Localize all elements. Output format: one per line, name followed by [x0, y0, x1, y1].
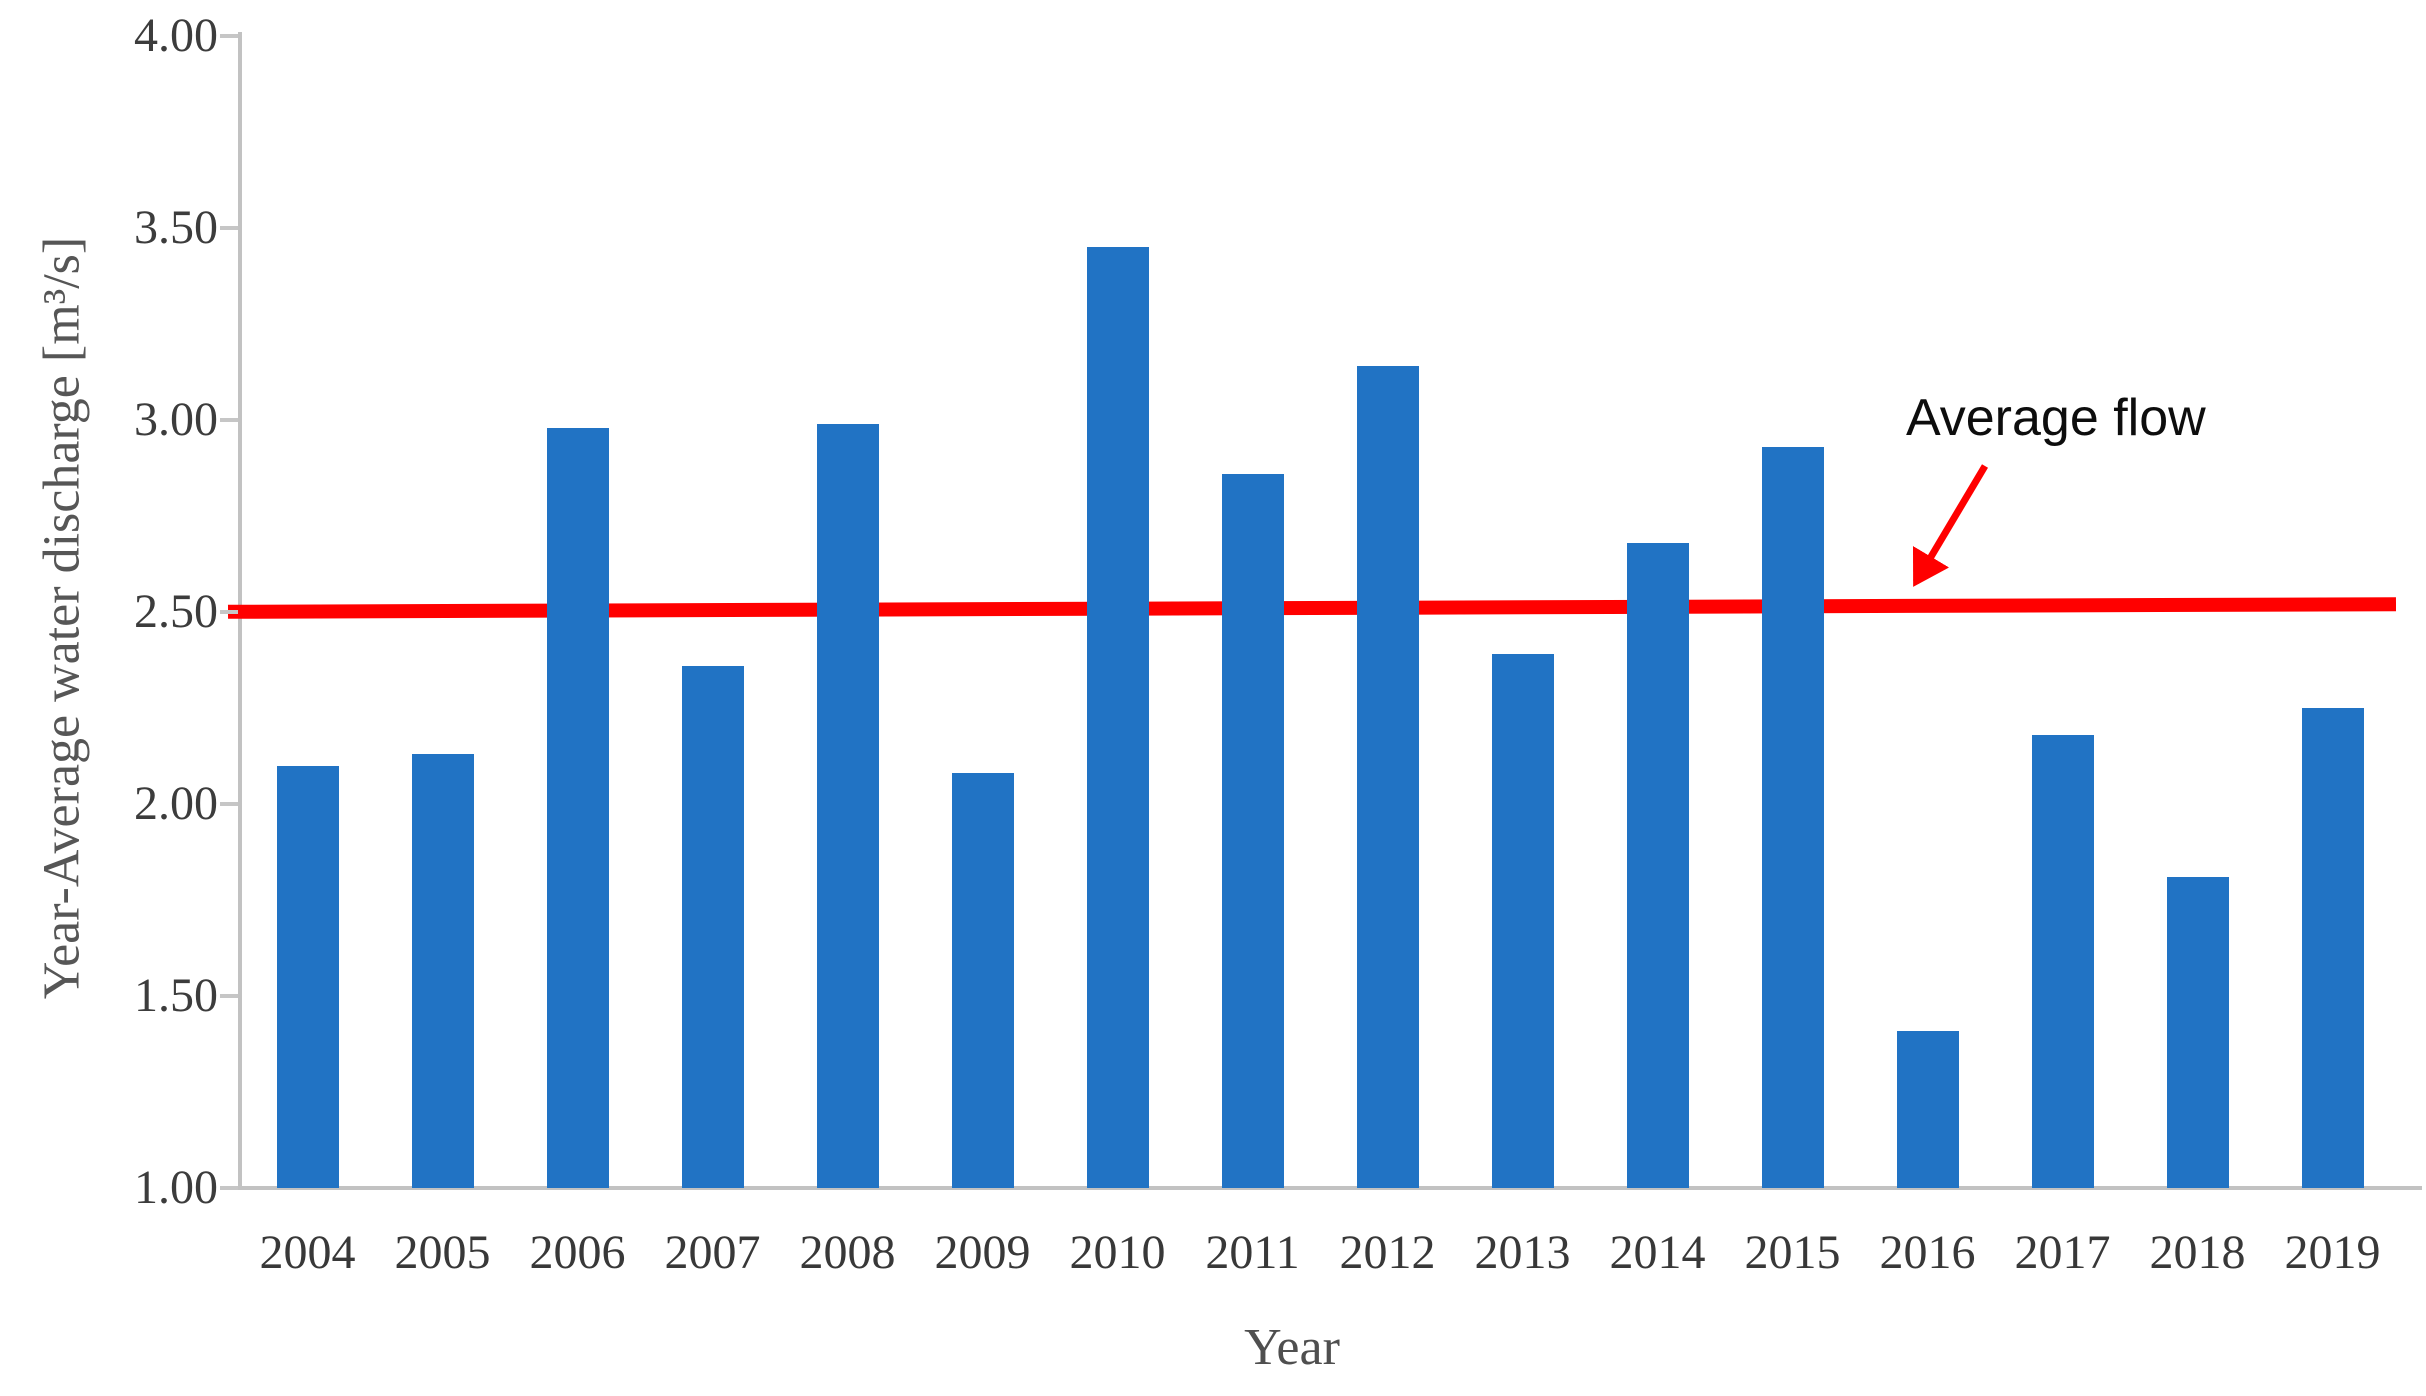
y-tick-label: 3.50: [134, 201, 218, 254]
x-tick-label: 2008: [799, 1226, 896, 1279]
y-tick-label: 2.50: [134, 585, 218, 638]
x-tick-label: 2004: [259, 1226, 356, 1279]
bar-2010: [1086, 247, 1149, 1188]
bar-2019: [2301, 708, 2364, 1188]
y-tick-mark: [220, 418, 238, 422]
x-axis-title: Year: [1244, 1319, 1340, 1376]
bar-2011: [1221, 473, 1284, 1188]
x-tick-label: 2006: [529, 1226, 626, 1279]
x-tick-label: 2012: [1339, 1226, 1436, 1279]
x-tick-label: 2014: [1609, 1226, 1706, 1279]
bar-2007: [681, 665, 744, 1188]
bar-2009: [951, 773, 1014, 1188]
y-tick-mark: [220, 994, 238, 998]
bar-2005: [411, 754, 474, 1188]
bar-2014: [1626, 542, 1689, 1188]
y-tick-label: 2.00: [134, 777, 218, 830]
average-flow-annotation: Average flow: [1906, 389, 2206, 447]
y-tick-mark: [220, 610, 238, 614]
x-tick-label: 2007: [664, 1226, 761, 1279]
bar-2008: [816, 423, 879, 1188]
bar-2016: [1896, 1030, 1959, 1188]
x-tick-label: 2005: [394, 1226, 491, 1279]
y-tick-mark: [220, 34, 238, 38]
x-tick-label: 2015: [1744, 1226, 1841, 1279]
x-tick-label: 2019: [2284, 1226, 2381, 1279]
x-tick-label: 2011: [1205, 1226, 1300, 1279]
x-tick-label: 2009: [934, 1226, 1031, 1279]
bar-2004: [276, 765, 339, 1188]
bar-2012: [1356, 366, 1419, 1188]
y-tick-mark: [220, 802, 238, 806]
bar-2017: [2031, 734, 2094, 1188]
x-tick-label: 2016: [1879, 1226, 1976, 1279]
y-tick-label: 1.50: [134, 969, 218, 1022]
x-tick-label: 2018: [2149, 1226, 2246, 1279]
bar-2013: [1491, 654, 1554, 1188]
bar-2015: [1761, 446, 1824, 1188]
x-tick-label: 2010: [1069, 1226, 1166, 1279]
y-tick-label: 3.00: [134, 393, 218, 446]
x-tick-label: 2017: [2014, 1226, 2111, 1279]
y-tick-label: 4.00: [134, 9, 218, 62]
x-axis-line: [236, 1186, 2422, 1190]
x-tick-label: 2013: [1474, 1226, 1571, 1279]
y-tick-mark: [220, 226, 238, 230]
y-tick-mark: [220, 1186, 238, 1190]
y-tick-label: 1.00: [134, 1161, 218, 1214]
bar-2018: [2166, 876, 2229, 1188]
bar-2006: [546, 427, 609, 1188]
